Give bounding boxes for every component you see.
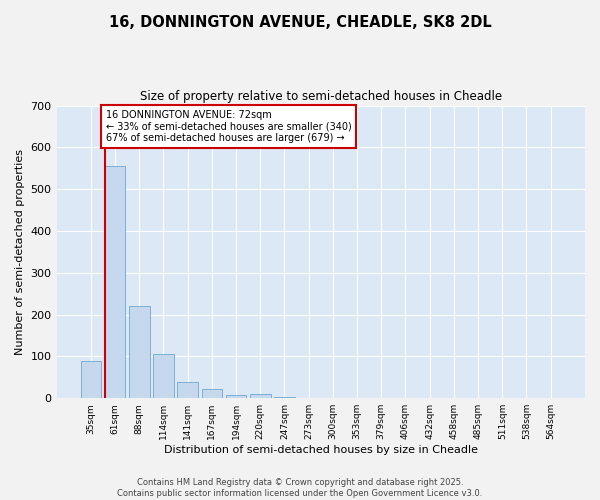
Bar: [178, 382, 198, 398]
Bar: [250, 394, 271, 398]
Bar: [105, 166, 125, 398]
Bar: [202, 389, 222, 398]
X-axis label: Distribution of semi-detached houses by size in Cheadle: Distribution of semi-detached houses by …: [164, 445, 478, 455]
Bar: [129, 306, 149, 398]
Y-axis label: Number of semi-detached properties: Number of semi-detached properties: [15, 149, 25, 355]
Title: Size of property relative to semi-detached houses in Cheadle: Size of property relative to semi-detach…: [140, 90, 502, 103]
Bar: [153, 354, 174, 398]
Text: 16 DONNINGTON AVENUE: 72sqm
← 33% of semi-detached houses are smaller (340)
67% : 16 DONNINGTON AVENUE: 72sqm ← 33% of sem…: [106, 110, 352, 143]
Text: 16, DONNINGTON AVENUE, CHEADLE, SK8 2DL: 16, DONNINGTON AVENUE, CHEADLE, SK8 2DL: [109, 15, 491, 30]
Bar: [226, 395, 247, 398]
Bar: [80, 362, 101, 398]
Text: Contains HM Land Registry data © Crown copyright and database right 2025.
Contai: Contains HM Land Registry data © Crown c…: [118, 478, 482, 498]
